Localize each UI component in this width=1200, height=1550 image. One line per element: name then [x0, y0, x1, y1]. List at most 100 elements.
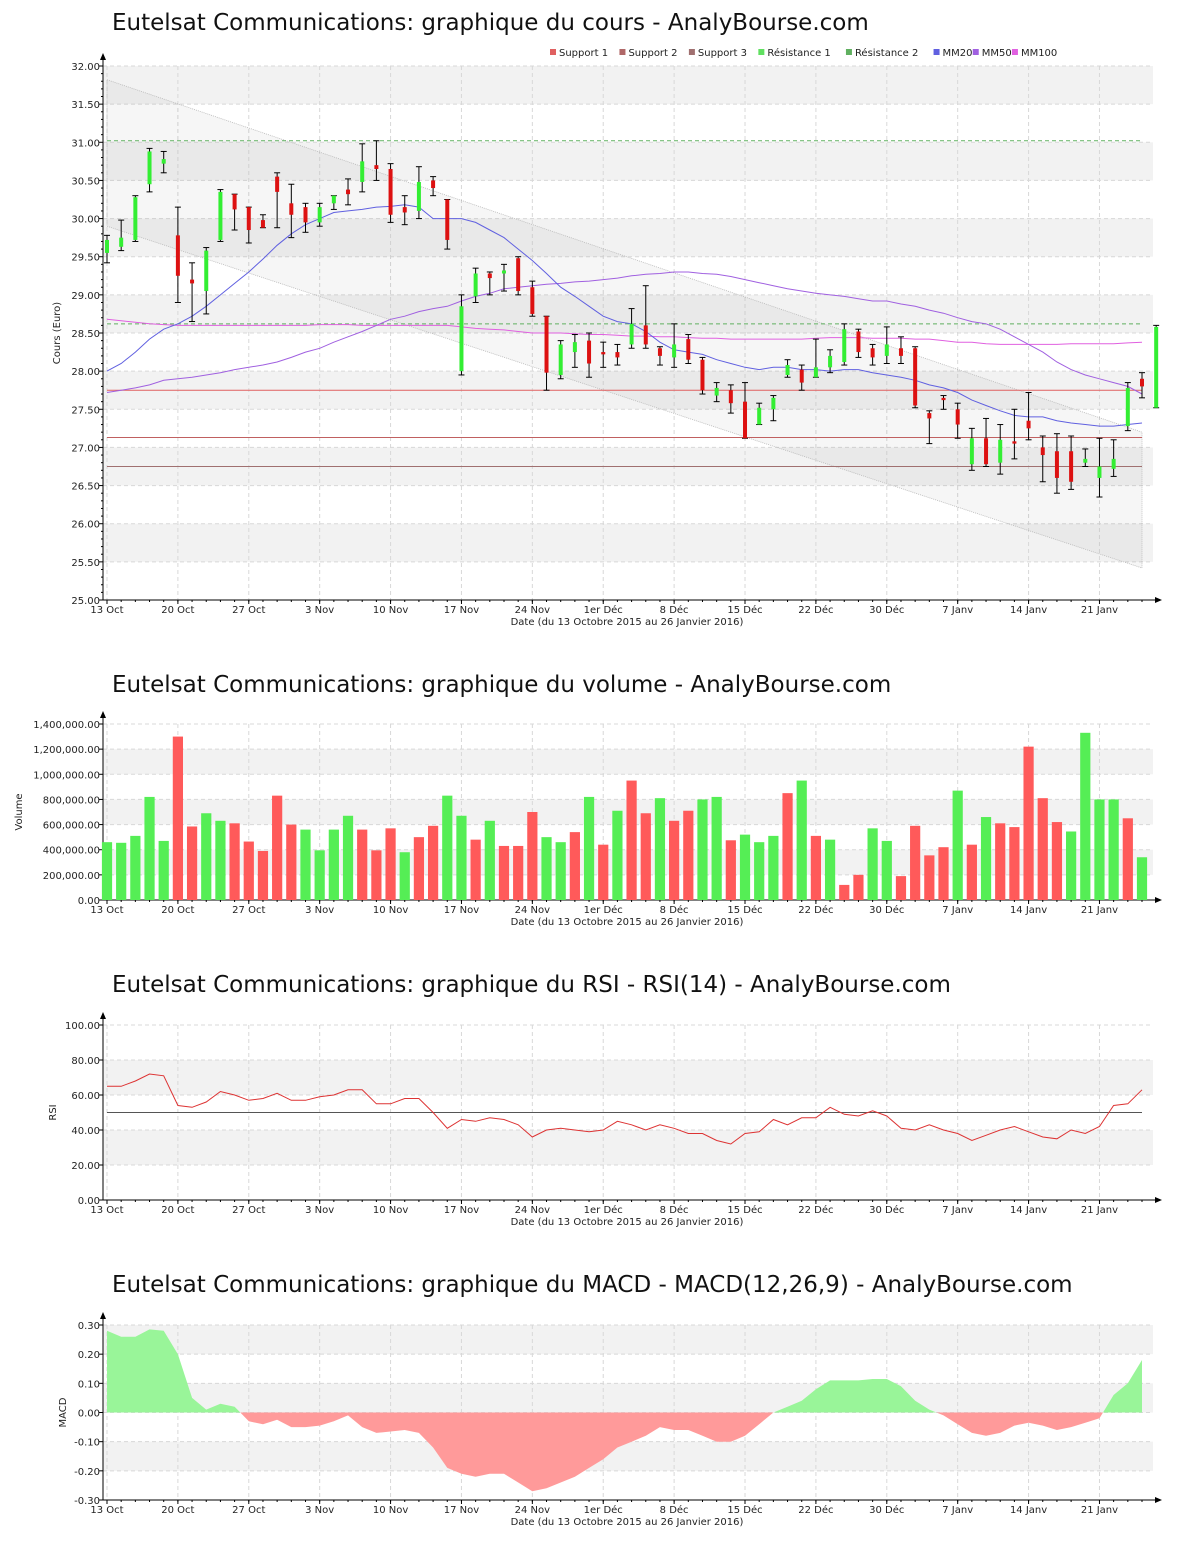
candle — [954, 402, 961, 439]
volume-bar — [810, 835, 822, 900]
candle — [1025, 392, 1032, 441]
candle — [1068, 435, 1075, 490]
volume-bar — [541, 837, 552, 900]
legend-label: Support 2 — [628, 48, 677, 59]
volume-bar — [895, 876, 907, 900]
volume-bar — [569, 832, 580, 900]
macd-ytick-label: -0.30 — [74, 1496, 100, 1507]
volume-band — [103, 749, 1153, 775]
candle-body — [558, 344, 563, 375]
candle — [444, 199, 451, 250]
candle-body — [842, 329, 847, 362]
candle-body — [544, 316, 549, 373]
price-ytick-label: 25.50 — [71, 558, 100, 569]
price-ytick-label: 28.00 — [71, 367, 100, 378]
candle — [515, 256, 522, 296]
rsi-band — [103, 1130, 1153, 1165]
candle-body — [331, 195, 336, 204]
candle-body — [813, 367, 818, 378]
legend-label: Support 1 — [559, 48, 608, 59]
candle-body — [147, 151, 152, 185]
rsi-ytick-label: 100.00 — [65, 1021, 100, 1032]
volume-x-axis-arrow — [1155, 897, 1162, 903]
candle — [330, 195, 337, 210]
volume-bar — [342, 815, 354, 900]
candle — [841, 323, 848, 366]
price-ytick-label: 29.50 — [71, 253, 100, 264]
price-xtick-label: 30 Déc — [869, 604, 904, 616]
candle — [614, 343, 621, 366]
price-xtick-label: 14 Janv — [1010, 605, 1047, 616]
volume-bar — [598, 844, 609, 900]
rsi-xtick-label: 1er Déc — [584, 1204, 623, 1216]
candle-body — [133, 197, 138, 240]
rsi-xtick-label: 20 Oct — [161, 1205, 194, 1216]
candle — [401, 195, 408, 226]
mm20-line — [106, 204, 1143, 427]
macd-xtick-label: 15 Déc — [727, 1504, 762, 1516]
rsi-xtick-label: 24 Nov — [515, 1205, 551, 1216]
candle-body — [260, 220, 265, 228]
rsi-chart: 0.00 20.00 40.00 60.00 80.00 100.00 13 Oct 20 O… — [48, 1012, 1162, 1228]
candle-body — [445, 199, 450, 240]
candle-body — [346, 189, 351, 195]
volume-x-axis-label: Date (du 13 Octobre 2015 au 26 Janvier 2… — [511, 917, 744, 928]
macd-band — [103, 1383, 1153, 1413]
candle-body — [856, 331, 861, 353]
price-band — [103, 142, 1153, 181]
price-xtick-label: 21 Janv — [1081, 605, 1118, 616]
volume-bar — [711, 796, 722, 900]
candle-body — [1125, 387, 1130, 427]
volume-bar — [456, 815, 467, 900]
candle — [997, 424, 1004, 475]
candle — [189, 262, 196, 323]
rsi-ytick-label: 20.00 — [71, 1161, 100, 1172]
price-x-axis-label: Date (du 13 Octobre 2015 au 26 Janvier 2… — [511, 617, 744, 628]
volume-xtick-label: 17 Nov — [444, 905, 480, 916]
volume-bar — [172, 736, 183, 900]
volume-bar — [910, 825, 921, 900]
macd-xtick-label: 7 Janv — [942, 1505, 973, 1516]
volume-xtick-label: 8 Déc — [660, 904, 689, 916]
macd-negative-area — [240, 1412, 774, 1492]
volume-ytick-label: 1,400,000.00 — [33, 720, 100, 731]
volume-bar — [328, 829, 339, 900]
candle — [869, 343, 876, 366]
candle — [529, 280, 536, 317]
candle-body — [898, 348, 903, 356]
volume-bar — [669, 820, 680, 900]
candle — [160, 150, 167, 174]
volume-xtick-label: 1er Déc — [584, 904, 623, 916]
candle-body — [317, 207, 322, 223]
candle — [245, 206, 252, 244]
volume-xtick-label: 27 Oct — [232, 905, 265, 916]
price-ytick-label: 30.50 — [71, 176, 100, 187]
volume-y-axis-label: Volume — [14, 793, 25, 830]
macd-band — [103, 1325, 1153, 1355]
candle-body — [119, 237, 124, 247]
candle-body — [161, 159, 166, 164]
candle — [798, 364, 805, 391]
price-xtick-label: 13 Oct — [90, 605, 123, 616]
candle — [855, 328, 862, 358]
macd-ytick-label: -0.20 — [74, 1467, 100, 1478]
candle — [458, 294, 465, 376]
candle — [543, 315, 550, 391]
price-ytick-label: 31.50 — [71, 100, 100, 111]
candle-body — [1026, 420, 1031, 429]
candle — [812, 338, 819, 378]
legend-swatch — [758, 49, 765, 55]
candle — [472, 267, 479, 303]
candle-body — [587, 340, 592, 364]
candle-body — [969, 438, 974, 465]
rsi-xtick-label: 30 Déc — [869, 1204, 904, 1216]
candle-body — [884, 344, 889, 356]
price-chart-title: Eutelsat Communications: graphique du co… — [112, 10, 869, 36]
rsi-ytick-label: 80.00 — [71, 1056, 100, 1067]
candle — [373, 140, 380, 181]
macd-panel: Eutelsat Communications: graphique du MA… — [0, 1260, 1200, 1550]
macd-xtick-label: 21 Janv — [1081, 1505, 1118, 1516]
volume-chart-title: Eutelsat Communications: graphique du vo… — [112, 672, 892, 698]
macd-positive-area — [773, 1379, 937, 1413]
macd-xtick-label: 13 Oct — [90, 1505, 123, 1516]
